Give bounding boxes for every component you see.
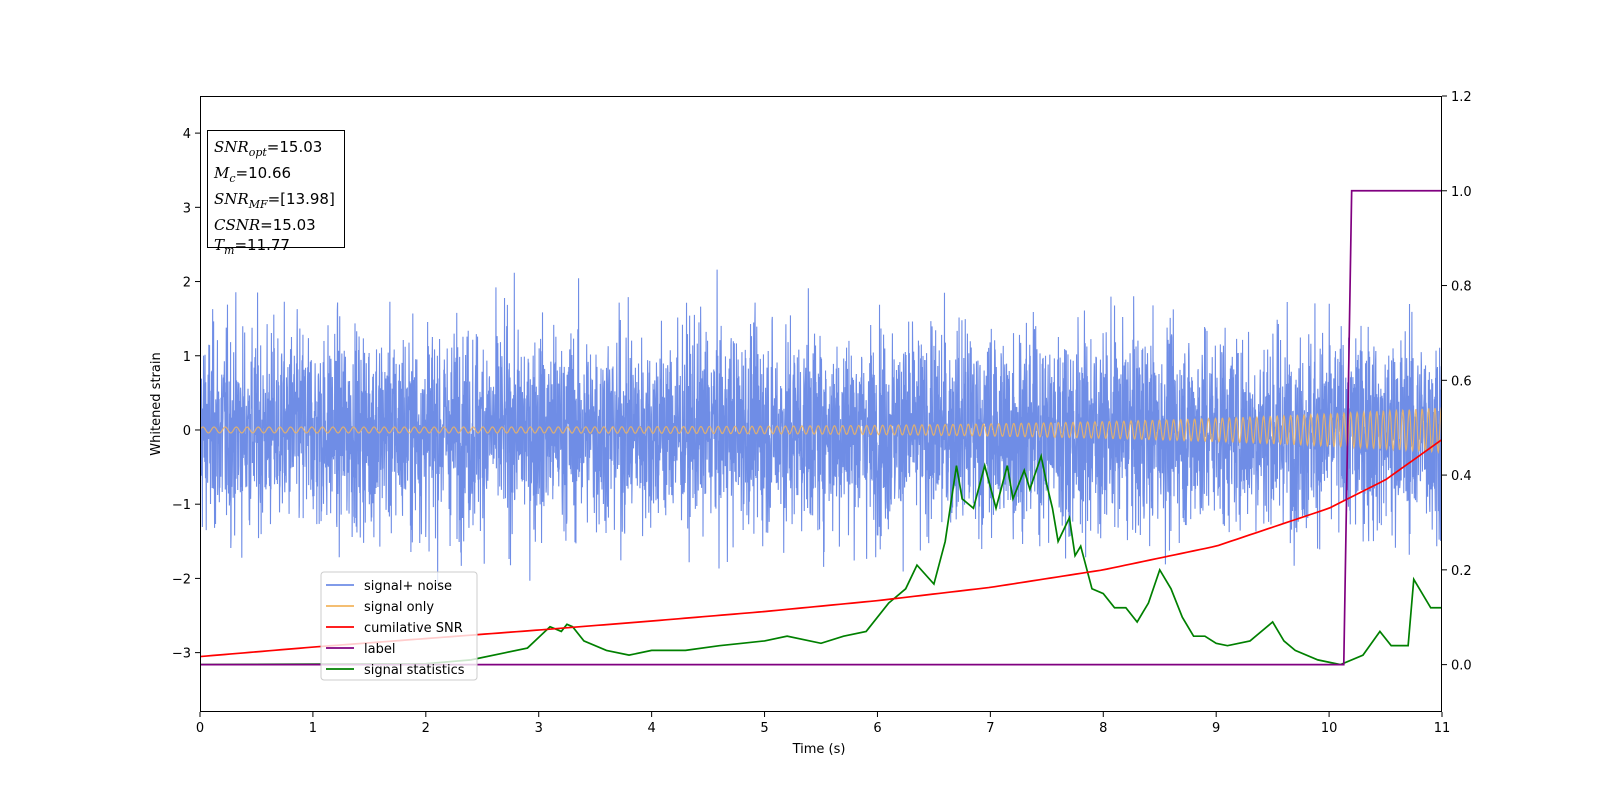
y-tick-label: 2 <box>183 276 191 291</box>
legend-box <box>320 571 478 681</box>
x-tick-label: 8 <box>1099 721 1107 736</box>
y-tick-label: 4 <box>183 127 191 142</box>
y-tick-label: 0 <box>183 424 191 439</box>
info-snr-mf: SNRMF=[13.98] <box>214 190 335 211</box>
info-box: SNRopt=15.03 Mc=10.66 SNRMF=[13.98] CSNR… <box>207 130 345 257</box>
y-tick-label: 1 <box>183 350 191 365</box>
x-tick-label: 1 <box>309 721 317 736</box>
y-axis-title: Whitened strain <box>149 352 164 455</box>
y-tick-label: −1 <box>172 498 191 513</box>
y2-tick-label: 0.8 <box>1451 280 1472 295</box>
legend: signal+ noise signal only cumilative SNR la… <box>320 571 478 681</box>
info-chirp-mass: Mc=10.66 <box>214 164 292 185</box>
x-tick-label: 2 <box>422 721 430 736</box>
y2-tick-label: 1.0 <box>1451 185 1472 200</box>
x-tick-label: 10 <box>1321 721 1338 736</box>
x-tick-label: 6 <box>873 721 881 736</box>
x-axis: 0 1 2 3 4 5 6 7 8 9 10 11 <box>196 712 1450 736</box>
y2-tick-label: 0.6 <box>1451 374 1472 389</box>
legend-label: label <box>364 642 395 657</box>
y2-tick-label: 0.0 <box>1451 659 1472 674</box>
x-tick-label: 11 <box>1434 721 1451 736</box>
y-tick-label: 3 <box>183 201 191 216</box>
x-axis-title: Time (s) <box>792 742 846 757</box>
info-tm: Tm=11.77 <box>214 236 290 257</box>
x-tick-label: 5 <box>760 721 768 736</box>
legend-label: cumilative SNR <box>364 621 463 636</box>
y2-tick-label: 0.2 <box>1451 564 1472 579</box>
y-axis-right: 0.0 0.2 0.4 0.6 0.8 1.0 1.2 <box>1442 90 1472 674</box>
x-tick-label: 9 <box>1212 721 1220 736</box>
legend-label: signal+ noise <box>364 579 452 594</box>
info-csnr: CSNR=15.03 <box>214 216 316 234</box>
x-tick-label: 0 <box>196 721 204 736</box>
series-signal-statistics <box>200 452 1442 666</box>
plot-frame <box>200 96 1442 712</box>
y-tick-label: −3 <box>172 647 191 662</box>
info-snr-opt: SNRopt=15.03 <box>214 138 323 159</box>
x-tick-label: 7 <box>986 721 994 736</box>
y2-tick-label: 1.2 <box>1451 90 1472 105</box>
y2-tick-label: 0.4 <box>1451 469 1472 484</box>
y-axis-left: −3 −2 −1 0 1 2 3 4 <box>172 127 200 662</box>
legend-label: signal only <box>364 600 434 615</box>
series-signal-noise <box>200 269 1442 588</box>
legend-label: signal statistics <box>364 663 465 678</box>
x-tick-label: 4 <box>647 721 655 736</box>
series-label <box>200 189 1442 666</box>
series-signal-only <box>200 407 1442 455</box>
y-tick-label: −2 <box>172 572 191 587</box>
x-tick-label: 3 <box>535 721 543 736</box>
